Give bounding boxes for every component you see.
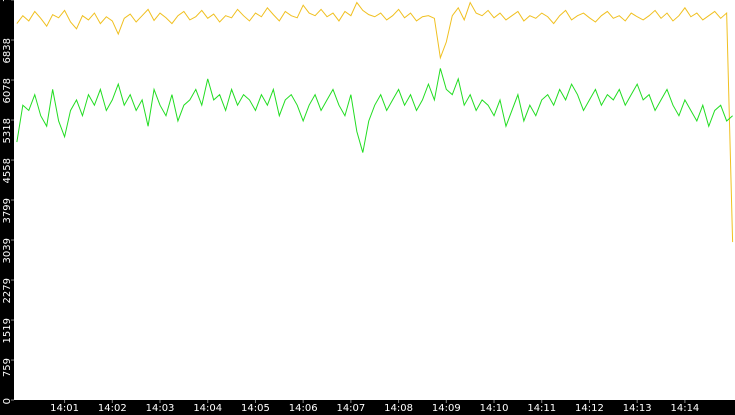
y-tick-label: 6078 (2, 78, 13, 103)
y-tick-label: 5318 (2, 118, 13, 143)
x-tick-label: 14:01 (50, 403, 79, 414)
y-tick-label: 3799 (2, 198, 13, 223)
x-tick-label: 14:09 (432, 403, 461, 414)
y-tick-label: 6838 (2, 38, 13, 63)
x-tick-label: 14:14 (670, 403, 699, 414)
x-tick-label: 14:08 (384, 403, 413, 414)
y-tick-label: 1519 (2, 318, 13, 343)
y-tick-label: 0 (2, 398, 13, 404)
x-tick-label: 14:04 (193, 403, 222, 414)
series-line (16, 1, 734, 243)
y-tick-label: 3039 (2, 238, 13, 263)
x-tick-label: 14:03 (146, 403, 175, 414)
y-tick-label: 4558 (2, 158, 13, 183)
x-tick-label: 14:11 (527, 403, 556, 414)
x-tick-label: 14:13 (623, 403, 652, 414)
x-tick-label: 14:02 (98, 403, 127, 414)
x-tick-label: 14:12 (575, 403, 604, 414)
x-tick-label: 14:05 (241, 403, 270, 414)
x-tick-label: 14:06 (289, 403, 318, 414)
y-tick-label: 7598 (2, 0, 13, 2)
x-tick-label: 14:07 (336, 403, 365, 414)
series-line (16, 68, 733, 153)
plot-area (14, 0, 735, 400)
y-tick-label: 759 (2, 358, 13, 377)
y-tick-label: 2279 (2, 278, 13, 303)
x-tick-label: 14:10 (480, 403, 509, 414)
